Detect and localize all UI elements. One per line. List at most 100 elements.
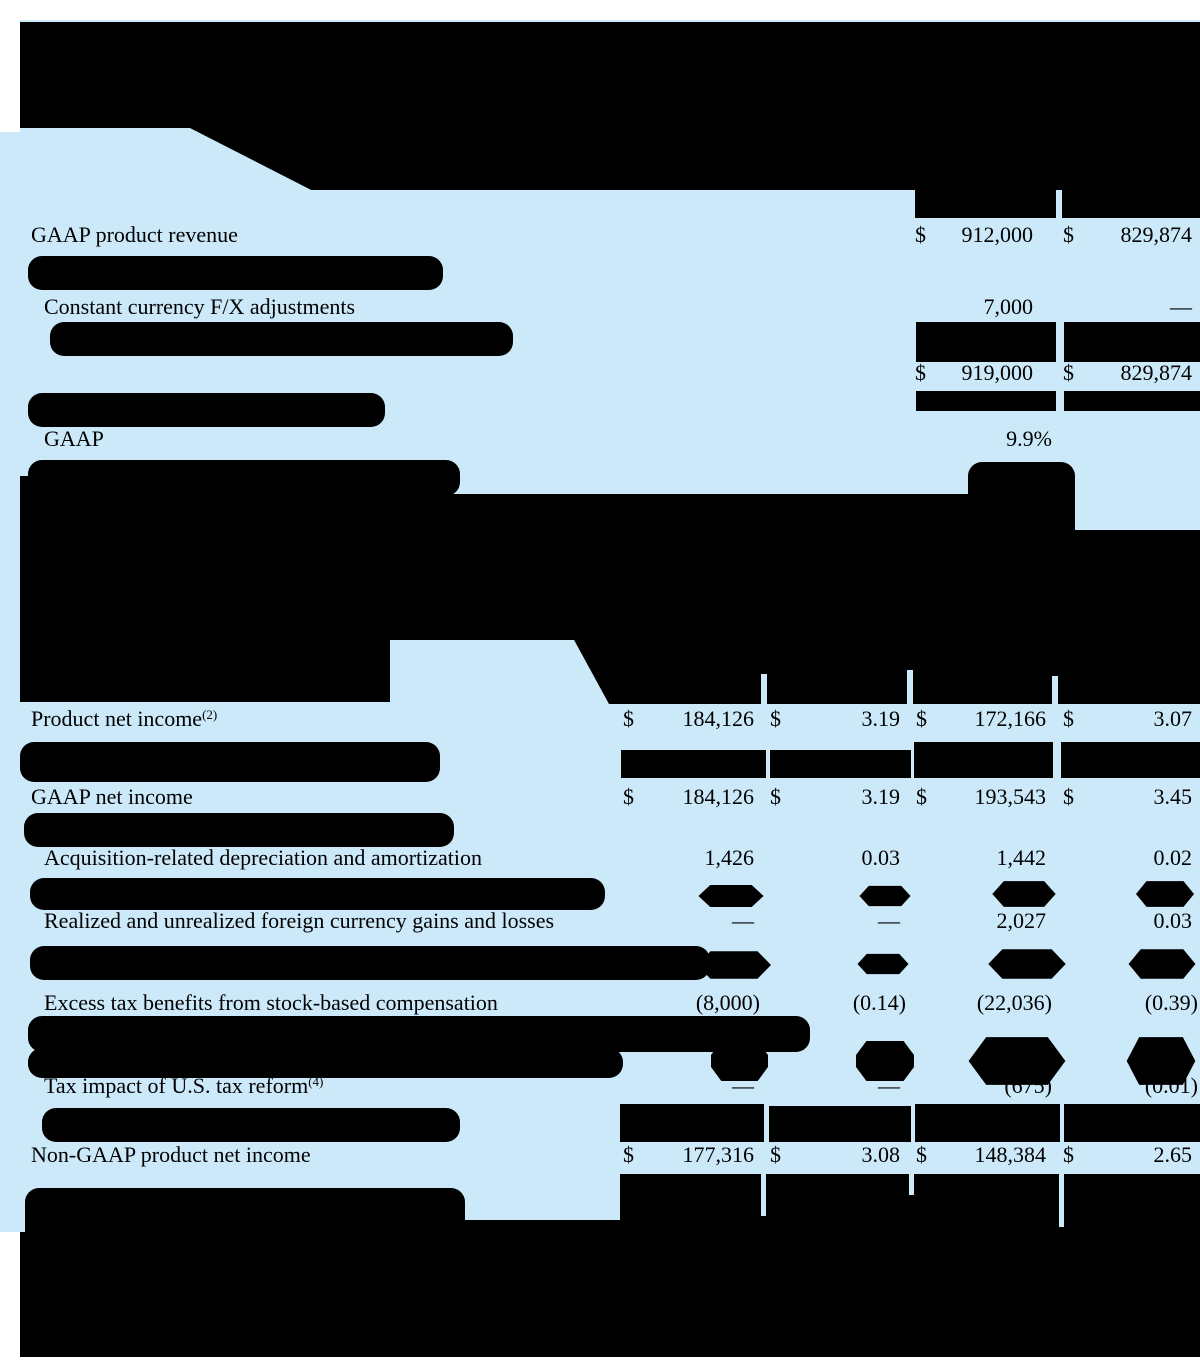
row-label: GAAP	[44, 426, 104, 451]
redacted-value	[769, 1106, 911, 1142]
column-divider	[1059, 1174, 1064, 1227]
page-margin	[0, 20, 20, 132]
redacted-row-label	[28, 393, 385, 427]
cell-value: 2,027	[996, 908, 1047, 933]
redacted-row-label	[30, 878, 605, 910]
cell-value: 0.03	[861, 845, 901, 870]
cell-value: —	[1170, 294, 1192, 319]
redacted-value	[770, 750, 911, 778]
redacted-value	[916, 322, 1056, 362]
redacted-underline	[1064, 391, 1200, 411]
dollar-sign: $	[1063, 360, 1074, 385]
row-label: Constant currency F/X adjustments	[44, 294, 356, 319]
cell-value: 3.19	[861, 706, 901, 731]
cell-value: 919,000	[961, 360, 1034, 385]
cell-value: 0.02	[1153, 845, 1193, 870]
redacted-value	[968, 1037, 1066, 1085]
redacted-value	[856, 1041, 914, 1081]
cell-value: (675)	[1004, 1073, 1052, 1098]
cell-value: (22,036)	[976, 990, 1052, 1015]
footnote-marker: (4)	[308, 1074, 324, 1089]
row-label: Excess tax benefits from stock-based com…	[44, 990, 498, 1015]
redacted-value	[698, 884, 764, 908]
cell-value: 172,166	[974, 706, 1047, 731]
cell-value: (0.01)	[1144, 1073, 1198, 1098]
redacted-row-label	[30, 946, 710, 980]
table-row: Realized and unrealized foreign currency…	[0, 908, 1200, 935]
cell-value: (0.14)	[852, 990, 906, 1015]
redacted-section-block	[20, 476, 390, 702]
cell-value: (8,000)	[695, 990, 760, 1015]
redacted-row-label	[20, 742, 440, 782]
redacted-row-label	[28, 256, 443, 290]
cell-value: 3.45	[1153, 784, 1193, 809]
column-divider	[761, 674, 767, 704]
table-row: Non-GAAP product net income $ 177,316 $ …	[0, 1142, 1200, 1169]
table-row: Product net income(2) $ 184,126 $ 3.19 $…	[0, 706, 1200, 733]
redacted-column-header-1	[915, 128, 1056, 218]
row-label: Product net income(2)	[31, 706, 218, 731]
cell-value: 148,384	[974, 1142, 1047, 1167]
cell-value: —	[878, 908, 900, 933]
redacted-value	[1126, 1037, 1196, 1085]
redacted-section-block	[387, 494, 1075, 640]
cell-value: 184,126	[682, 784, 755, 809]
redacted-footer-block	[20, 1232, 1200, 1357]
cell-value: 9.9%	[1006, 426, 1052, 451]
redacted-value	[1061, 742, 1200, 778]
dollar-sign: $	[1063, 784, 1074, 809]
table-row: GAAP product revenue $ 912,000 $ 829,874	[0, 222, 1200, 249]
cell-value: —	[878, 1073, 900, 1098]
cell-value: 1,426	[704, 845, 755, 870]
cell-value: —	[732, 908, 754, 933]
cell-value: 3.19	[861, 784, 901, 809]
dollar-sign: $	[916, 1142, 927, 1167]
cell-value: 912,000	[961, 222, 1034, 247]
redacted-value	[620, 1104, 764, 1142]
cell-value: 1,442	[996, 845, 1047, 870]
cell-value: 0.03	[1153, 908, 1193, 933]
dollar-sign: $	[915, 360, 926, 385]
redacted-row-label	[28, 1016, 810, 1052]
redacted-value	[711, 1041, 768, 1081]
row-label: Tax impact of U.S. tax reform(4)	[44, 1073, 324, 1098]
table-row: Constant currency F/X adjustments 7,000 …	[0, 294, 1200, 321]
table-row: Tax impact of U.S. tax reform(4) — — (67…	[0, 1073, 1200, 1100]
row-label: Acquisition-related depreciation and amo…	[44, 845, 483, 870]
redacted-value	[1135, 881, 1195, 907]
cell-value: 3.07	[1153, 706, 1193, 731]
redacted-value	[1064, 322, 1200, 362]
row-label: GAAP net income	[31, 784, 193, 809]
dollar-sign: $	[916, 706, 927, 731]
row-label: Non-GAAP product net income	[31, 1142, 311, 1167]
cell-value: 829,874	[1120, 222, 1193, 247]
dollar-sign: $	[916, 784, 927, 809]
redacted-column-header-2	[1062, 128, 1200, 218]
cell-value: 177,316	[682, 1142, 755, 1167]
cell-value: 184,126	[682, 706, 755, 731]
redacted-row-label	[42, 1108, 460, 1142]
column-divider	[761, 1174, 766, 1216]
redacted-underline	[916, 391, 1056, 411]
redacted-value	[915, 1104, 1060, 1142]
table-row: GAAP 9.9%	[0, 426, 1200, 453]
column-divider	[1052, 676, 1058, 704]
cell-value: 829,874	[1120, 360, 1193, 385]
cell-value: (0.39)	[1144, 990, 1198, 1015]
redacted-row-label	[24, 813, 454, 847]
redacted-value	[914, 742, 1053, 778]
redacted-row-label	[28, 1048, 623, 1078]
redacted-section-block	[1070, 530, 1200, 642]
dollar-sign: $	[1063, 1142, 1074, 1167]
dollar-sign: $	[623, 1142, 634, 1167]
dollar-sign: $	[770, 1142, 781, 1167]
redacted-value	[621, 750, 766, 778]
dollar-sign: $	[770, 706, 781, 731]
column-divider	[907, 670, 913, 704]
cell-value: 2.65	[1153, 1142, 1193, 1167]
redacted-row-label	[50, 322, 513, 356]
redacted-value	[857, 953, 909, 975]
row-label: GAAP product revenue	[31, 222, 238, 247]
redacted-value	[988, 949, 1066, 979]
